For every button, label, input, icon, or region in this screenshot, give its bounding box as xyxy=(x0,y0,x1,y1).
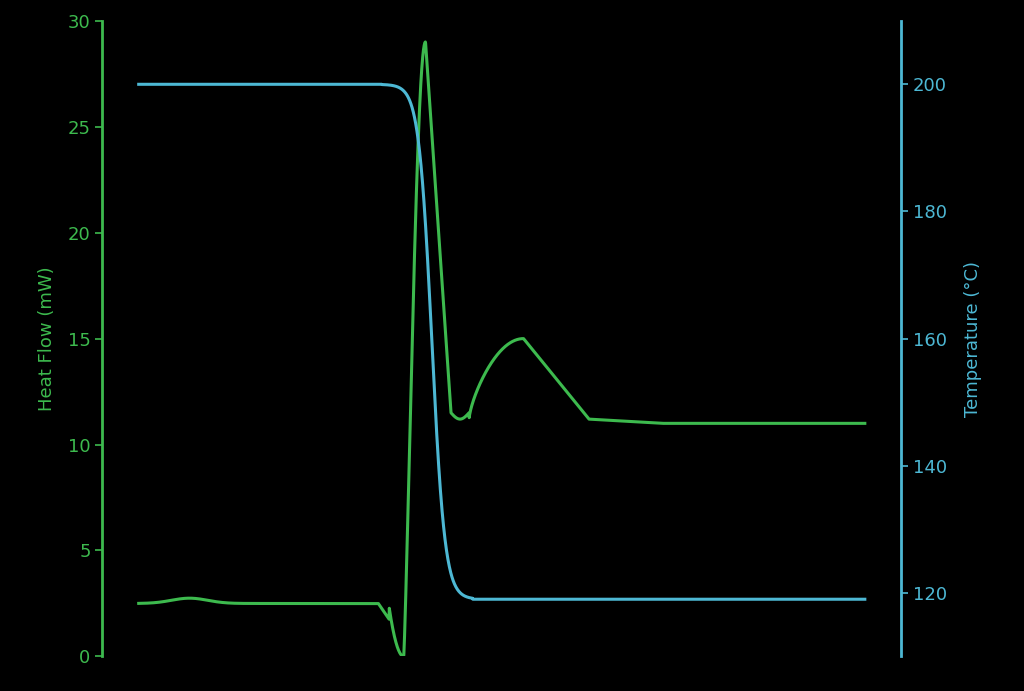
Y-axis label: Heat Flow (mW): Heat Flow (mW) xyxy=(39,266,56,411)
Y-axis label: Temperature (°C): Temperature (°C) xyxy=(964,261,982,417)
